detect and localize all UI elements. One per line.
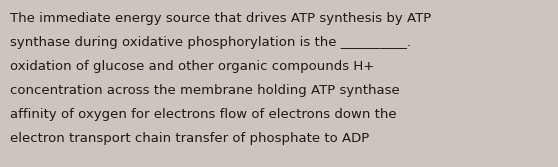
Text: electron transport chain transfer of phosphate to ADP: electron transport chain transfer of pho… <box>10 132 369 145</box>
Text: concentration across the membrane holding ATP synthase: concentration across the membrane holdin… <box>10 84 400 97</box>
Text: synthase during oxidative phosphorylation is the __________.: synthase during oxidative phosphorylatio… <box>10 36 411 49</box>
Text: affinity of oxygen for electrons flow of electrons down the: affinity of oxygen for electrons flow of… <box>10 108 397 121</box>
Text: The immediate energy source that drives ATP synthesis by ATP: The immediate energy source that drives … <box>10 12 431 25</box>
Text: oxidation of glucose and other organic compounds H+: oxidation of glucose and other organic c… <box>10 60 374 73</box>
